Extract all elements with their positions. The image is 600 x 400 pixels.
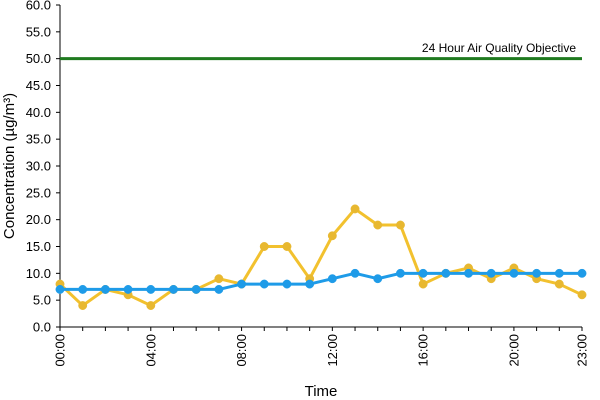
x-tick-label: 23:00 [575, 334, 590, 367]
series-2 [55, 268, 587, 294]
y-tick-label: 55.0 [26, 24, 51, 39]
data-point [373, 220, 383, 230]
data-point [78, 301, 88, 310]
data-point [237, 279, 247, 289]
data-point [554, 268, 564, 278]
data-point [350, 268, 360, 278]
series-line [60, 271, 582, 291]
data-point [577, 268, 587, 278]
y-tick-label: 25.0 [26, 185, 51, 200]
data-point [418, 279, 428, 289]
data-point [464, 268, 473, 278]
x-tick-label: 20:00 [506, 334, 521, 367]
data-point [350, 204, 360, 214]
y-axis-title: Concentration (µg/m³) [1, 93, 18, 239]
data-point [554, 279, 564, 289]
data-point [78, 284, 88, 294]
data-point [327, 274, 337, 284]
data-point [418, 268, 428, 278]
axes: 0.0 5.0 10.0 15.0 20.0 25.0 30.0 35.0 40.0 45.0 50… [26, 0, 590, 367]
data-point [577, 290, 587, 300]
y-tick-label: 35.0 [26, 132, 51, 147]
data-point [214, 274, 224, 284]
data-point [327, 231, 337, 241]
y-tick-label: 40.0 [26, 105, 51, 120]
data-point [486, 268, 496, 278]
reference-line-label: 24 Hour Air Quality Objective [422, 41, 576, 55]
y-tick-label: 5.0 [33, 293, 51, 308]
data-point [373, 274, 383, 284]
data-point [282, 279, 292, 289]
x-tick-label: 04:00 [143, 334, 158, 367]
data-point [395, 268, 405, 278]
x-tick-label: 08:00 [234, 334, 249, 367]
data-point [395, 220, 405, 230]
data-point [305, 279, 315, 289]
x-axis-title: Time [305, 383, 338, 400]
data-point [100, 284, 110, 294]
x-tick-label: 16:00 [416, 334, 431, 367]
series-1 [55, 204, 587, 310]
x-tick-label: 00:00 [53, 334, 68, 367]
y-tick-label: 50.0 [26, 51, 51, 66]
y-tick-label: 20.0 [26, 212, 51, 227]
y-tick-label: 60.0 [26, 0, 51, 13]
y-tick-label: 45.0 [26, 78, 51, 93]
data-point [146, 301, 156, 310]
data-point [169, 284, 178, 294]
series-line [58, 207, 583, 308]
y-tick-label: 15.0 [26, 239, 51, 254]
data-point [532, 268, 542, 278]
data-point [259, 242, 269, 251]
data-point [509, 268, 519, 278]
data-point [441, 268, 451, 278]
data-point [146, 284, 156, 294]
data-point [214, 284, 224, 294]
data-point [282, 242, 292, 251]
data-point [55, 284, 65, 294]
series-group [55, 204, 587, 310]
data-point [123, 284, 133, 294]
data-point [191, 284, 201, 294]
x-tick-label: 12:00 [325, 334, 340, 367]
y-tick-label: 30.0 [26, 159, 51, 174]
y-tick-label: 0.0 [33, 320, 51, 335]
data-point [259, 279, 269, 289]
y-tick-label: 10.0 [26, 266, 51, 281]
